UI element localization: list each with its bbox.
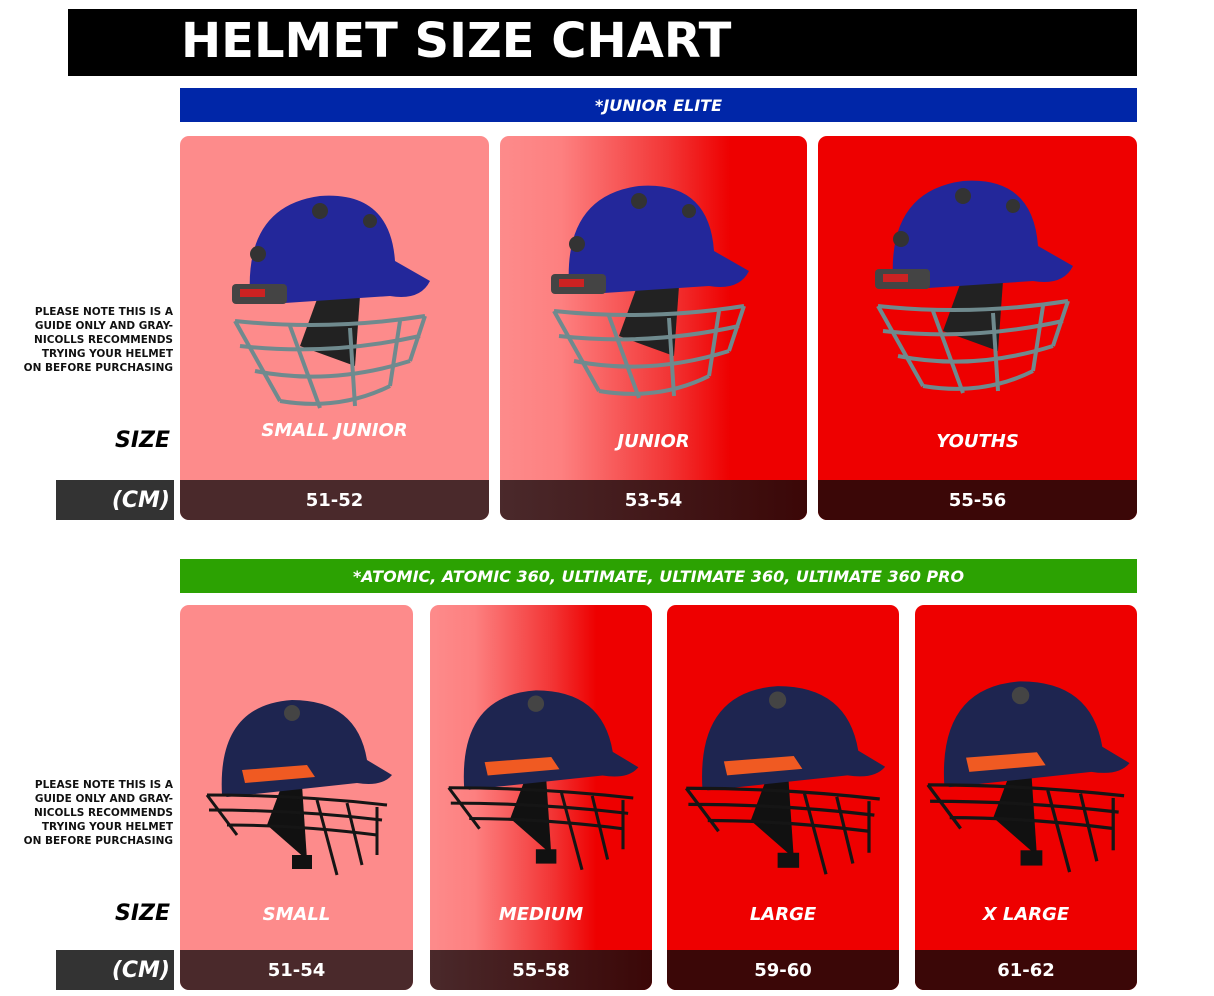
size-cm: 59-60	[667, 950, 899, 990]
cm-label: (CM)	[56, 950, 174, 990]
size-card-small-junior: SMALL JUNIOR 51-52	[180, 136, 489, 520]
helmet-image	[684, 686, 886, 875]
size-cm: 51-54	[180, 950, 413, 990]
size-name: X LARGE	[982, 904, 1070, 925]
size-name: LARGE	[749, 904, 817, 925]
size-name: JUNIOR	[617, 431, 690, 452]
helmet-image	[550, 185, 749, 399]
senior-range-bar: *ATOMIC, ATOMIC 360, ULTIMATE, ULTIMATE …	[180, 559, 1137, 593]
size-card-x-large: X LARGE 61-62	[915, 605, 1137, 990]
size-card-small: SMALL 51-54	[180, 605, 413, 990]
helmet-image	[205, 700, 392, 876]
size-label: SIZE	[114, 901, 170, 926]
title-banner: HELMET SIZE CHART	[68, 9, 1137, 76]
size-card-youths: YOUTHS 55-56	[818, 136, 1137, 520]
size-label: SIZE	[114, 428, 170, 453]
size-cm: 55-58	[430, 950, 652, 990]
junior-elite-range-bar: *JUNIOR ELITE	[180, 88, 1137, 122]
page-title: HELMET SIZE CHART	[181, 13, 732, 69]
size-card-junior: JUNIOR 53-54	[500, 136, 807, 520]
size-name: SMALL	[262, 904, 331, 925]
guide-note: PLEASE NOTE THIS IS A GUIDE ONLY AND GRA…	[23, 779, 173, 847]
helmet-image	[874, 180, 1073, 394]
size-name: SMALL JUNIOR	[261, 420, 408, 441]
helmet-image	[447, 690, 639, 871]
guide-note: PLEASE NOTE THIS IS A GUIDE ONLY AND GRA…	[23, 306, 173, 374]
cm-label: (CM)	[56, 480, 174, 520]
size-card-medium: MEDIUM 55-58	[430, 605, 652, 990]
size-cm: 51-52	[180, 480, 489, 520]
size-cm: 53-54	[500, 480, 807, 520]
size-card-large: LARGE 59-60	[667, 605, 899, 990]
size-name: YOUTHS	[936, 431, 1019, 452]
size-cm: 55-56	[818, 480, 1137, 520]
helmet-image	[231, 195, 430, 409]
helmet-image	[926, 681, 1130, 873]
size-name: MEDIUM	[498, 904, 584, 925]
size-cm: 61-62	[915, 950, 1137, 990]
